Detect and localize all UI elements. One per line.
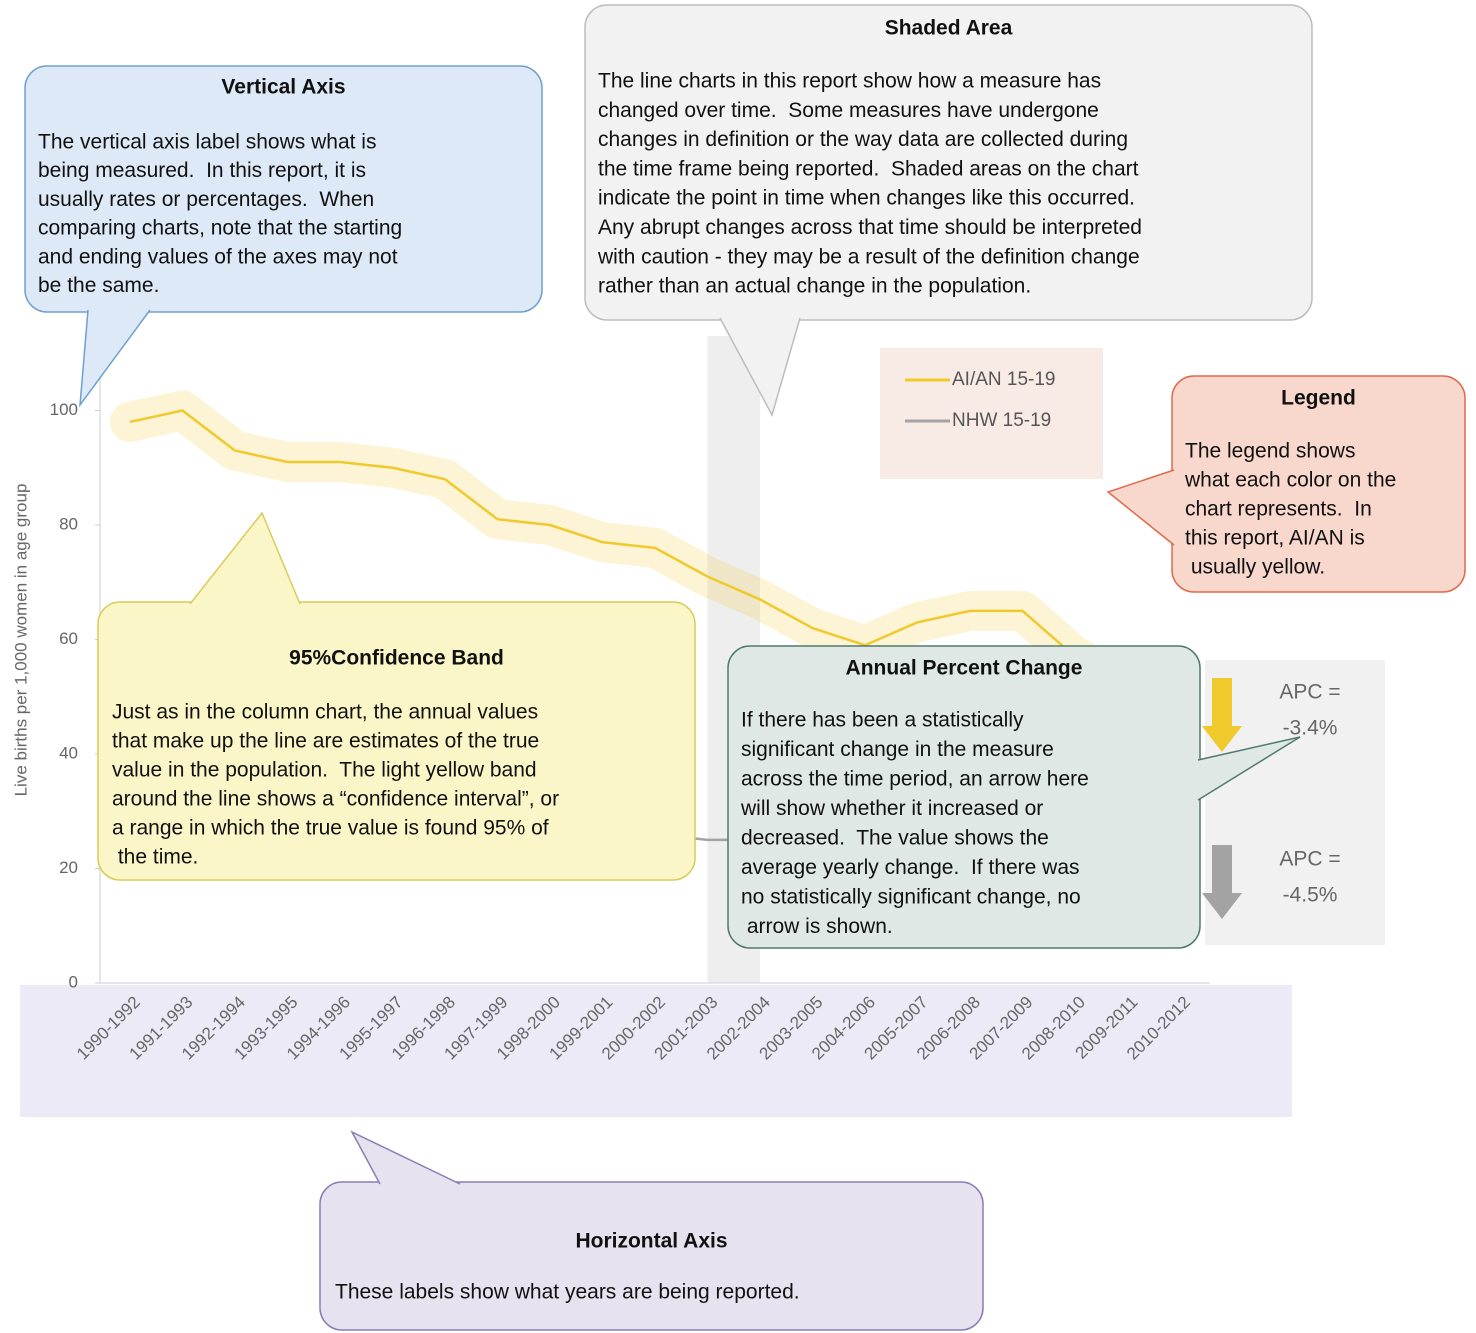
apc-arrow: [1202, 678, 1242, 752]
callout-text: value in the population. The light yello…: [112, 759, 537, 782]
callout-title: 95%Confidence Band: [289, 647, 504, 670]
callout: Vertical Axis The vertical axis label sho…: [24, 65, 543, 408]
callout-text: what each color on the: [1184, 469, 1396, 492]
callout-text: around the line shows a “confidence inte…: [112, 788, 559, 811]
y-tick-label: 60: [59, 629, 78, 648]
callout-text: will show whether it increased or: [740, 797, 1043, 820]
callout-text: rather than an actual change in the popu…: [598, 275, 1031, 298]
y-tick-label: 100: [50, 400, 78, 419]
callout-text: be the same.: [38, 274, 159, 297]
y-tick-label: 80: [59, 514, 78, 533]
callout-text: The legend shows: [1185, 440, 1355, 463]
callout-text: average yearly change. If there was: [741, 856, 1080, 879]
callout-text: usually yellow.: [1185, 556, 1325, 579]
callout-text: significant change in the measure: [741, 738, 1054, 761]
apc-arrow: [1202, 845, 1242, 919]
apc-value: -4.5%: [1283, 884, 1338, 907]
callout-text: The vertical axis label shows what is: [38, 131, 376, 154]
callout-text: that make up the line are estimates of t…: [112, 730, 539, 753]
apc-label: APC =: [1279, 681, 1340, 704]
callout-box: [319, 1181, 984, 1331]
callout-text: Just as in the column chart, the annual …: [112, 701, 538, 724]
callout-title: Annual Percent Change: [846, 657, 1083, 680]
callout-text: arrow is shown.: [741, 915, 893, 938]
callout-text: with caution - they may be a result of t…: [597, 245, 1140, 268]
callout-text: chart represents. In: [1185, 498, 1372, 521]
callout-text: changed over time. Some measures have un…: [598, 99, 1099, 122]
callout-box: [584, 4, 1313, 321]
callout-text: If there has been a statistically: [741, 709, 1024, 732]
callout-text: and ending values of the axes may not: [38, 245, 398, 268]
callout-title: Vertical Axis: [221, 76, 345, 99]
apc-label: APC =: [1279, 848, 1340, 871]
callout-tail: [350, 1130, 461, 1185]
callout-tail: [719, 317, 801, 417]
legend-label: NHW 15-19: [952, 410, 1051, 431]
legend-label: AI/AN 15-19: [952, 369, 1056, 390]
callout: Legend The legend shows what each color on…: [1106, 375, 1466, 593]
callout-text: These labels show what years are being r…: [335, 1281, 800, 1304]
callout-tail: [1197, 736, 1301, 801]
callout-text: the time frame being reported. Shaded ar…: [598, 157, 1139, 180]
callout-title: Legend: [1281, 387, 1356, 410]
y-tick-label: 40: [59, 743, 78, 762]
callout-title: Shaded Area: [885, 17, 1013, 40]
callout-text: the time.: [112, 846, 198, 869]
apc-value: -3.4%: [1283, 717, 1338, 740]
callout-text: this report, AI/AN is: [1185, 527, 1365, 550]
callout-title: Horizontal Axis: [575, 1230, 727, 1253]
callout: Annual Percent Change If there has been a…: [727, 645, 1301, 949]
callout: Shaded Area The line charts in this repor…: [584, 4, 1313, 417]
callout-text: Any abrupt changes across that time shou…: [598, 216, 1142, 239]
callout-text: comparing charts, note that the starting: [38, 217, 402, 240]
y-tick-label: 0: [69, 972, 78, 991]
callout-text: usually rates or percentages. When: [38, 188, 374, 211]
legend-highlight: [880, 348, 1103, 479]
callout: Horizontal Axis These labels show what ye…: [319, 1130, 984, 1331]
callout-text: being measured. In this report, it is: [38, 159, 366, 182]
x-axis-highlight: [20, 985, 1292, 1117]
callout-text: across the time period, an arrow here: [741, 768, 1089, 791]
callout-tail: [189, 511, 301, 605]
series-line: [129, 409, 1181, 716]
callout-tail: [79, 309, 151, 408]
callout-text: The line charts in this report show how …: [598, 70, 1101, 93]
callout-text: a range in which the true value is found…: [112, 817, 549, 840]
callout-text: changes in definition or the way data ar…: [598, 128, 1128, 151]
callout-box: [24, 65, 543, 313]
callout-tail: [1106, 469, 1175, 546]
callout-text: indicate the point in time when changes …: [598, 187, 1135, 210]
y-axis-label: Live births per 1,000 women in age group: [11, 484, 30, 797]
callout-box: [97, 601, 696, 881]
callout: 95%Confidence Band Just as in the column …: [97, 511, 696, 881]
callout-text: no statistically significant change, no: [741, 886, 1081, 909]
callout-text: decreased. The value shows the: [741, 827, 1049, 850]
y-tick-label: 20: [59, 858, 78, 877]
